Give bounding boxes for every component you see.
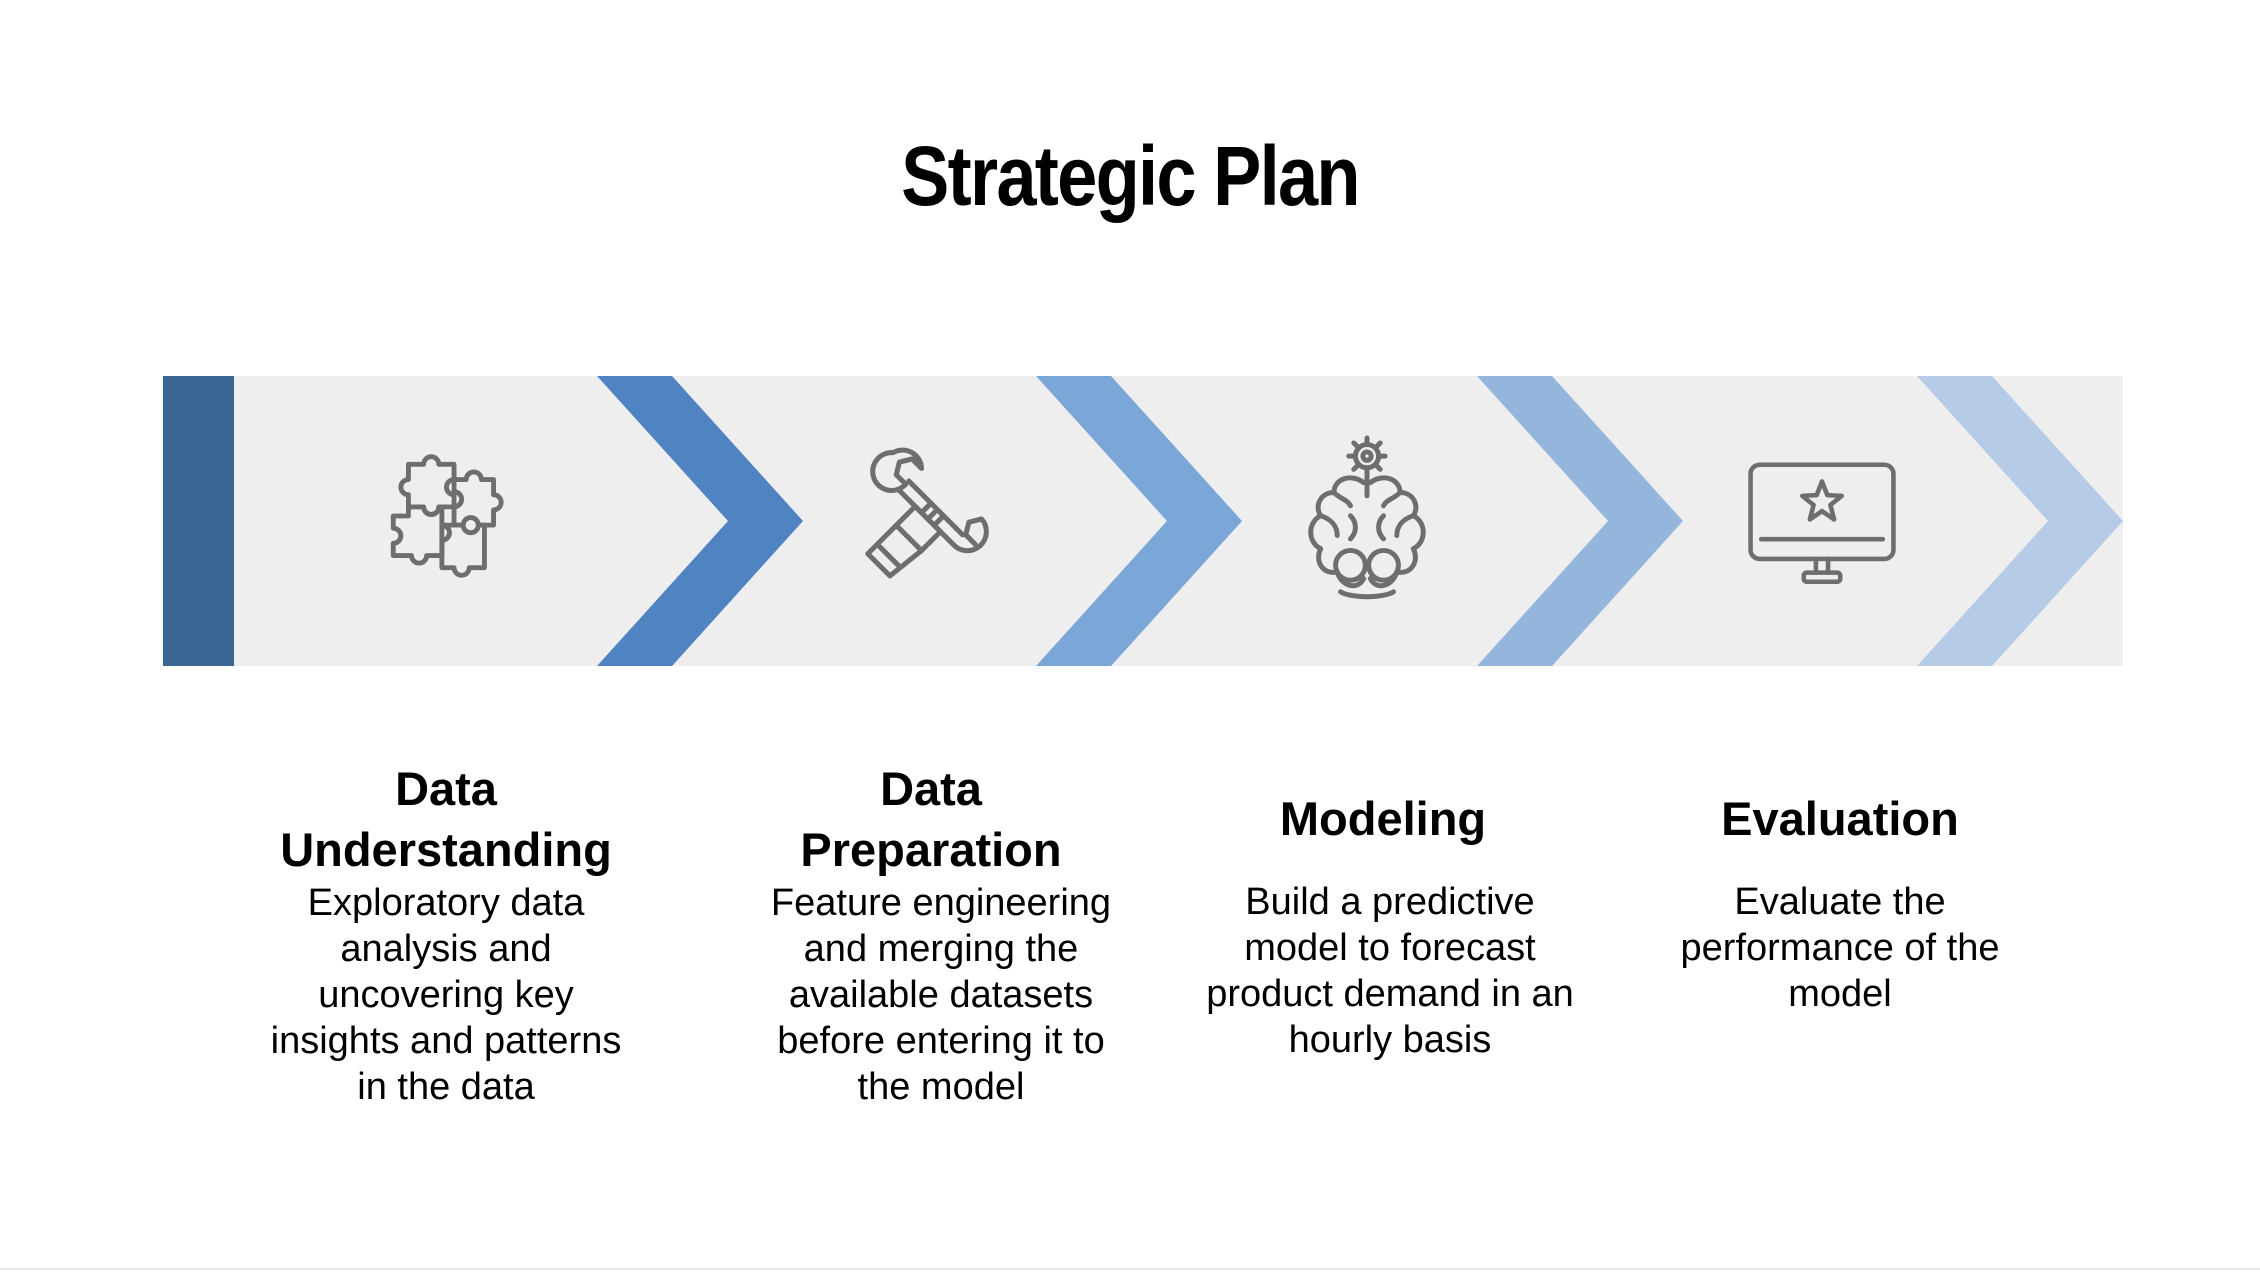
brain-gear-icon [1300,433,1434,605]
chevron-1 [597,376,803,666]
chevron-2 [1036,376,1242,666]
page-title: Strategic Plan [901,129,1360,223]
monitor-star-icon [1746,460,1898,588]
step-title: Evaluation [1721,792,1959,845]
step-modeling: Modeling Build a predictive model to for… [1168,788,1598,1063]
step-title: Data Understanding [280,762,612,876]
step-data-preparation: Data Preparation Feature engineering and… [736,758,1126,1110]
step-description: Evaluate the performance of the model [1680,881,2000,1015]
step-description: Build a predictive model to forecast pro… [1206,881,1574,1061]
puzzle-icon [375,440,527,592]
step-data-understanding: Data Understanding Exploratory data anal… [246,758,646,1110]
step-evaluation: Evaluation Evaluate the performance of t… [1640,788,2040,1017]
step-description: Exploratory data analysis and uncovering… [270,882,622,1108]
step-description: Feature engineering and merging the avai… [770,882,1112,1108]
step-title: Data Preparation [800,762,1062,876]
chevron-3 [1477,376,1683,666]
step-title: Modeling [1279,792,1487,845]
process-band [163,376,2123,666]
chevron-4 [1917,376,2123,666]
band-start-bar [163,376,234,666]
bottom-divider [0,1268,2260,1270]
wrench-hand-icon [852,440,1010,598]
